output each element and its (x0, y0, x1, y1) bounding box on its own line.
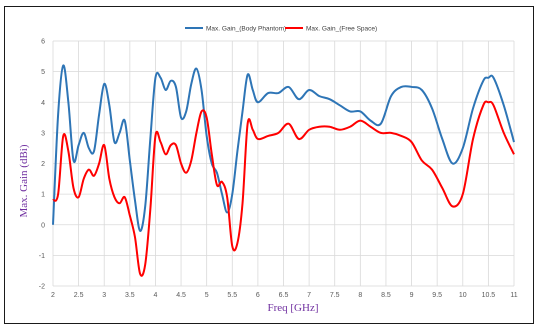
y-tick-label: 5 (41, 69, 45, 76)
x-tick-label: 9 (410, 292, 414, 299)
series-line-1 (52, 100, 515, 277)
x-tick-label: 4 (153, 292, 157, 299)
y-tick-label: 0 (41, 222, 45, 229)
x-tick-label: 7 (307, 292, 311, 299)
y-tick-label: 1 (41, 192, 45, 199)
x-tick-label: 10 (459, 292, 467, 299)
x-tick-label: 3 (102, 292, 106, 299)
y-tick-label: -2 (39, 284, 45, 291)
x-axis-title: Freq [GHz] (267, 302, 318, 314)
legend: Max. Gain_(Body Phantom) Max. Gain_(Free … (185, 25, 377, 32)
y-tick-label: 4 (41, 100, 45, 107)
y-tick-label: 2 (41, 161, 45, 168)
x-tick-label: 10.5 (482, 292, 496, 299)
x-tick-label: 8.5 (381, 292, 391, 299)
x-tick-label: 8 (358, 292, 362, 299)
x-tick-label: 6 (256, 292, 260, 299)
x-tick-label: 6.5 (279, 292, 289, 299)
y-tick-label: -1 (39, 253, 45, 260)
axis-ticks: -2 -1 0 1 2 3 4 5 6 2 2.5 3 3.5 4 4.5 5 5.5 6 6.5 7 7.5 8 8.5 9… (39, 39, 518, 300)
y-axis-title: Max. Gain (dBi) (18, 144, 30, 217)
x-tick-label: 2.5 (74, 292, 84, 299)
legend-label-0: Max. Gain_(Body Phantom) (206, 25, 286, 32)
y-tick-label: 6 (41, 39, 45, 46)
legend-label-1: Max. Gain_(Free Space) (306, 25, 377, 32)
chart-frame: -2 -1 0 1 2 3 4 5 6 2 2.5 3 3.5 4 4.5 5 5.5 6 6.5 7 7.5 8 8.5 9… (4, 6, 534, 324)
y-tick-label: 3 (41, 130, 45, 137)
series-lines (52, 64, 515, 277)
x-tick-label: 7.5 (330, 292, 340, 299)
series-line-0 (52, 64, 515, 232)
x-tick-label: 2 (51, 292, 55, 299)
grid (52, 40, 515, 287)
x-tick-label: 9.5 (432, 292, 442, 299)
x-tick-label: 3.5 (125, 292, 135, 299)
x-tick-label: 5 (205, 292, 209, 299)
x-tick-label: 5.5 (227, 292, 237, 299)
gain-chart: -2 -1 0 1 2 3 4 5 6 2 2.5 3 3.5 4 4.5 5 5.5 6 6.5 7 7.5 8 8.5 9… (18, 25, 518, 314)
x-tick-label: 4.5 (176, 292, 186, 299)
x-tick-label: 11 (510, 292, 517, 299)
